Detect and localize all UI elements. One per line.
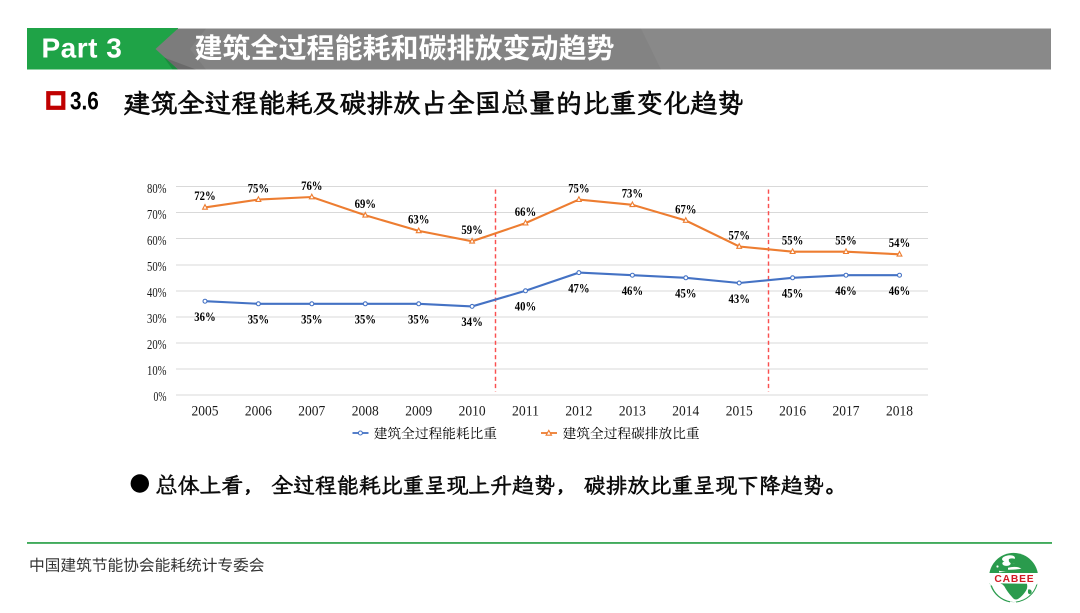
svg-text:73%: 73% [622,186,643,201]
svg-text:46%: 46% [835,283,856,298]
svg-text:2010: 2010 [459,403,486,419]
svg-text:59%: 59% [461,222,482,237]
svg-text:3.6: 3.6 [70,88,99,116]
svg-text:66%: 66% [515,204,536,219]
svg-text:10%: 10% [147,364,167,379]
svg-text:2011: 2011 [512,403,539,419]
svg-text:20%: 20% [147,338,167,353]
svg-text:75%: 75% [248,180,269,195]
svg-text:43%: 43% [729,291,750,306]
svg-text:69%: 69% [355,196,376,211]
svg-text:CABEE: CABEE [994,574,1034,585]
svg-text:46%: 46% [889,283,910,298]
svg-text:57%: 57% [729,227,750,242]
svg-text:35%: 35% [301,312,322,327]
svg-text:35%: 35% [248,312,269,327]
svg-text:45%: 45% [782,286,803,301]
svg-text:30%: 30% [147,312,167,327]
svg-text:2008: 2008 [352,403,379,419]
svg-text:2006: 2006 [245,403,272,419]
svg-text:0%: 0% [154,390,167,405]
svg-text:2009: 2009 [405,403,432,419]
svg-text:67%: 67% [675,201,696,216]
svg-text:2005: 2005 [192,403,219,419]
svg-text:54%: 54% [889,235,910,250]
svg-text:55%: 55% [835,233,856,248]
svg-text:2013: 2013 [619,403,646,419]
svg-text:47%: 47% [568,280,589,295]
svg-text:34%: 34% [461,314,482,329]
svg-text:36%: 36% [194,309,215,324]
svg-text:35%: 35% [408,312,429,327]
svg-text:80%: 80% [147,182,167,197]
svg-text:46%: 46% [622,283,643,298]
svg-text:55%: 55% [782,233,803,248]
svg-text:2017: 2017 [833,403,860,419]
svg-text:2014: 2014 [672,403,699,419]
svg-text:60%: 60% [147,234,167,249]
svg-text:63%: 63% [408,212,429,227]
svg-text:40%: 40% [515,299,536,314]
svg-text:Part 3: Part 3 [42,33,123,64]
svg-text:2015: 2015 [726,403,753,419]
svg-text:72%: 72% [194,188,215,203]
svg-text:45%: 45% [675,286,696,301]
svg-text:2007: 2007 [298,403,325,419]
svg-text:75%: 75% [568,180,589,195]
svg-text:2018: 2018 [886,403,913,419]
svg-text:2012: 2012 [565,403,592,419]
svg-text:2016: 2016 [779,403,806,419]
svg-text:70%: 70% [147,208,167,223]
svg-text:50%: 50% [147,260,167,275]
svg-text:35%: 35% [355,312,376,327]
svg-text:40%: 40% [147,286,167,301]
svg-text:76%: 76% [301,178,322,193]
